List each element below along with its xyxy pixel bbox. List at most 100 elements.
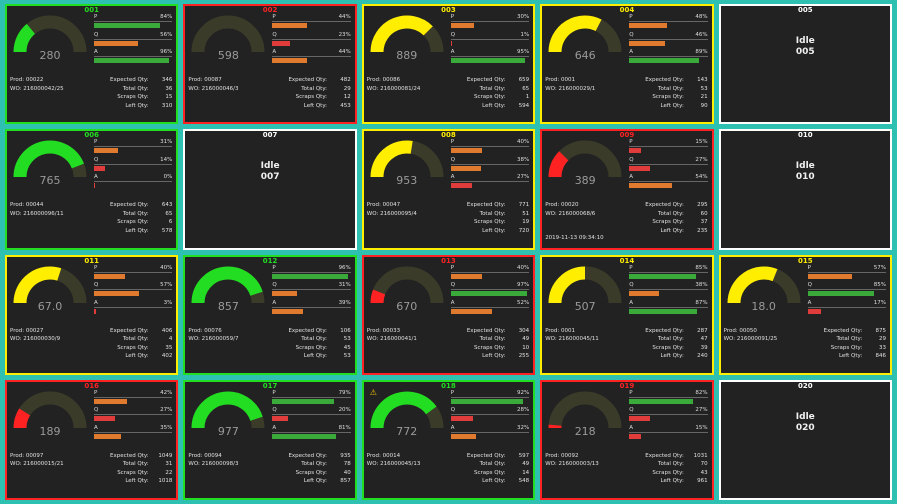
left-qty: 548 (518, 478, 530, 485)
machine-card-018[interactable]: 018 772 ⚠ P 92% Q 28% A 32% Prod: 00014 WO… (361, 379, 536, 500)
machine-card-009[interactable]: 009 389 P 15% Q 27% A 54% Prod: 00020 WO:… (540, 129, 714, 250)
expected-qty: 1031 (693, 452, 708, 459)
machine-card-003[interactable]: 003 889 P 30% Q 1% A 95% Prod: 00086 WO: … (361, 4, 536, 125)
left-label: Left Qty: (482, 102, 506, 109)
machine-card-004[interactable]: 004 646 P 48% Q 46% A 89% Prod: 0001 WO: … (540, 4, 714, 125)
total-label: Total Qty: (301, 461, 328, 468)
metric-label: P (450, 264, 455, 271)
machine-card-016[interactable]: 016 189 P 42% Q 27% A 35% Prod: 00097 WO:… (5, 379, 179, 500)
machine-id: 001 (84, 6, 99, 14)
metric-percent: 85% (695, 264, 708, 271)
gauge-value: 765 (39, 174, 61, 188)
left-label: Left Qty: (303, 478, 328, 485)
machine-card-007[interactable]: 007 Idle 007 (183, 129, 357, 250)
metric-divider (807, 306, 886, 308)
metric-label: Q (272, 407, 277, 414)
expected-qty: 287 (697, 327, 708, 334)
metric-p: P 82% (629, 389, 708, 408)
machine-card-001[interactable]: 001 280 P 84% Q 56% A 96% Prod: 00022 WO:… (5, 4, 179, 125)
scraps-qty: 37 (700, 219, 708, 226)
total-qty: 65 (522, 85, 530, 92)
machine-id: 004 (619, 6, 635, 14)
total-label: Total Qty: (658, 336, 684, 342)
work-order: WO: 216000091/25 (723, 336, 778, 342)
metric-bar (807, 273, 853, 279)
machine-id: 017 (262, 381, 278, 390)
metric-percent: 15% (695, 424, 708, 431)
prod-code: Prod: 00020 (545, 202, 579, 209)
metric-label: Q (94, 156, 99, 163)
metric-divider (450, 271, 530, 273)
metric-divider (450, 56, 530, 57)
metric-divider (450, 146, 530, 148)
work-order: WO: 216000098/3 (188, 461, 239, 468)
metric-label: Q (629, 282, 634, 288)
metric-p: P 44% (272, 14, 351, 32)
left-qty: 402 (161, 353, 173, 359)
metric-divider (272, 38, 351, 40)
work-order: WO: 216000059/7 (188, 336, 239, 342)
idle-status: Idle 005 (721, 36, 890, 58)
machine-card-002[interactable]: 002 598 P 44% Q 23% A 44% Prod: 00087 WO:… (183, 4, 357, 125)
metric-label: P (629, 389, 633, 396)
prod-code: Prod: 00022 (10, 77, 44, 83)
gauge-value: 507 (574, 299, 596, 313)
metric-percent: 0% (163, 174, 173, 181)
scraps-qty: 12 (343, 94, 351, 100)
scraps-label: Scraps Qty: (473, 344, 506, 351)
metric-percent: 15% (695, 139, 708, 146)
machine-card-012[interactable]: 012 857 P 96% Q 31% A 39% Prod: 00076 WO:… (183, 254, 357, 375)
total-qty: 53 (700, 85, 708, 92)
expected-qty: 346 (161, 77, 173, 83)
scraps-label: Scraps Qty: (117, 219, 149, 226)
left-label: Left Qty: (838, 353, 863, 359)
scraps-label: Scraps Qty: (652, 94, 684, 100)
metric-divider (629, 181, 708, 183)
metric-label: A (629, 49, 633, 55)
metric-a: A 44% (272, 49, 351, 67)
machine-card-006[interactable]: 006 765 P 31% Q 14% A 0% Prod: 00044 WO: … (5, 129, 179, 250)
metric-p: P 40% (450, 139, 530, 157)
scraps-label: Scraps Qty: (295, 469, 328, 476)
metric-divider (807, 271, 886, 273)
machine-card-014[interactable]: 014 507 P 85% Q 38% A 87% Prod: 0001 WO: … (540, 254, 714, 375)
left-qty: 578 (161, 227, 173, 234)
left-qty: 594 (518, 102, 530, 109)
idle-machine-id: 010 (795, 172, 815, 183)
machine-card-015[interactable]: 015 18.0 P 57% Q 85% A 17% Prod: 00050 WO… (718, 254, 892, 375)
oee-gauge (11, 137, 89, 195)
metric-label: Q (450, 407, 456, 414)
metric-divider (629, 271, 708, 273)
metrics: P 40% Q 57% A 3% (94, 265, 173, 318)
metric-bar (807, 308, 821, 314)
idle-label: Idle (795, 36, 815, 46)
machine-card-013[interactable]: 013 670 P 40% Q 97% A 52% Prod: 00033 WO:… (361, 254, 536, 375)
total-qty: 60 (700, 210, 708, 217)
gauge-value: 280 (39, 49, 61, 62)
machine-card-008[interactable]: 008 953 P 40% Q 38% A 27% Prod: 00047 WO:… (361, 129, 536, 250)
metric-a: A 0% (94, 174, 173, 192)
prod-code: Prod: 00050 (723, 327, 757, 334)
machine-card-017[interactable]: 017 977 P 79% Q 20% A 81% Prod: 00094 WO:… (183, 379, 357, 500)
oee-gauge (368, 263, 446, 321)
machine-card-011[interactable]: 011 67.0 P 40% Q 57% A 3% Prod: 00027 WO:… (5, 254, 179, 375)
total-label: Total Qty: (301, 85, 328, 92)
machine-card-010[interactable]: 010 Idle 010 (718, 129, 892, 250)
gauge-value: 646 (574, 49, 596, 62)
machine-card-005[interactable]: 005 Idle 005 (718, 4, 892, 125)
metric-divider (450, 414, 530, 416)
metric-a: A 81% (272, 425, 351, 443)
machine-card-019[interactable]: 019 218 P 82% Q 27% A 15% Prod: 00092 WO:… (540, 379, 714, 500)
metric-q: Q 27% (629, 157, 708, 175)
prod-code: Prod: 00044 (10, 202, 44, 209)
machine-card-020[interactable]: 020 Idle 020 (718, 379, 892, 500)
metric-label: Q (94, 31, 99, 38)
metric-percent: 79% (338, 389, 351, 396)
machine-id: 014 (619, 256, 635, 265)
metric-bar (629, 40, 666, 46)
metric-percent: 27% (160, 407, 173, 414)
scraps-qty: 22 (165, 469, 173, 476)
metric-label: A (450, 424, 455, 431)
metric-p: P 40% (94, 265, 173, 283)
metric-bar (94, 416, 116, 422)
